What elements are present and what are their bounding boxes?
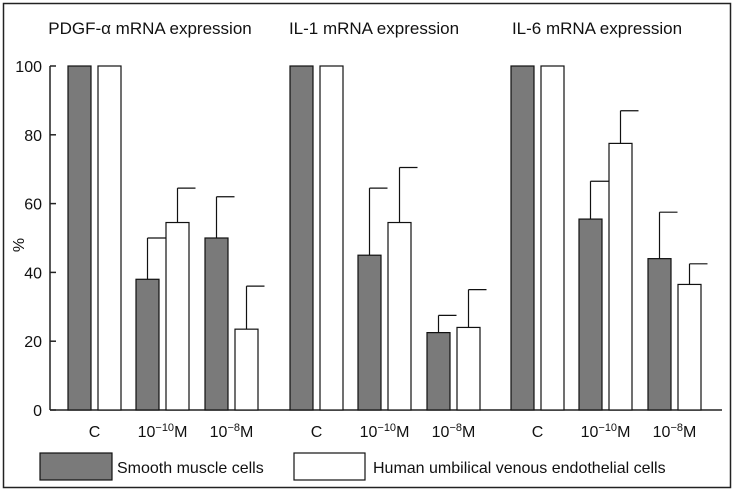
bar-smooth-muscle	[204, 237, 229, 411]
panel-title: IL-6 mRNA expression	[512, 19, 682, 38]
legend-swatch-huvec	[293, 452, 366, 481]
legend-label: Smooth muscle cells	[117, 460, 264, 477]
bar-huvec	[319, 65, 344, 411]
bar-smooth-muscle	[647, 258, 672, 411]
bar-smooth-muscle	[135, 278, 160, 411]
bar-huvec	[540, 65, 565, 411]
x-category-label: 10−10M	[581, 422, 631, 441]
bar-huvec	[677, 283, 702, 411]
y-tick-label: 60	[24, 197, 42, 214]
bar-huvec	[234, 328, 259, 411]
bar-smooth-muscle	[426, 332, 451, 411]
y-tick-label: 0	[33, 403, 42, 420]
y-axis: 0 20 40 60 80 100	[15, 59, 56, 420]
bar-smooth-muscle	[289, 65, 314, 411]
bar-smooth-muscle	[67, 65, 92, 411]
x-category-label: 10−8M	[210, 422, 254, 441]
x-category-label: 10−10M	[360, 422, 410, 441]
panel-3: IL-6 mRNA expression C 10−10M 10−8M	[510, 19, 708, 441]
bar-smooth-muscle	[357, 254, 382, 411]
panel-2: IL-1 mRNA expression C 10−10M 10−8M	[289, 19, 487, 441]
x-category-label: C	[532, 424, 544, 441]
y-tick-label: 20	[24, 334, 42, 351]
legend-swatch-smooth-muscle	[39, 452, 113, 481]
y-axis-label: %	[11, 238, 28, 252]
panel-1: PDGF-α mRNA expression C 10−10M 10−8M	[48, 19, 265, 441]
panel-title: PDGF-α mRNA expression	[48, 19, 252, 38]
x-category-label: 10−8M	[432, 422, 476, 441]
y-tick-label: 80	[24, 128, 42, 145]
panel-title: IL-1 mRNA expression	[289, 19, 459, 38]
x-category-label: 10−8M	[653, 422, 697, 441]
bar-huvec	[456, 326, 481, 411]
bar-huvec	[387, 221, 412, 411]
bar-huvec	[97, 65, 122, 411]
y-tick-label: 100	[15, 59, 42, 76]
bar-huvec	[608, 142, 633, 411]
x-category-label: 10−10M	[138, 422, 188, 441]
bar-smooth-muscle	[510, 65, 535, 411]
bar-huvec	[165, 221, 190, 411]
legend: Smooth muscle cells Human umbilical venou…	[39, 452, 666, 481]
x-category-label: C	[89, 424, 101, 441]
legend-label: Human umbilical venous endothelial cells	[373, 460, 666, 477]
x-category-label: C	[311, 424, 323, 441]
y-tick-label: 40	[24, 265, 42, 282]
bar-smooth-muscle	[578, 218, 603, 411]
